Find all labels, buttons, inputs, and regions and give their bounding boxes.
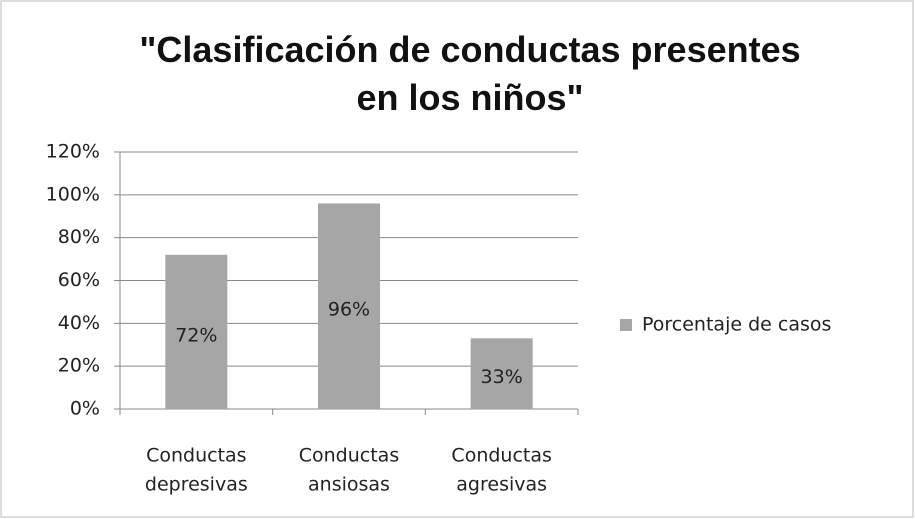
bar bbox=[470, 338, 533, 409]
y-tick-label: 120% bbox=[46, 141, 100, 163]
data-label: 33% bbox=[481, 366, 523, 388]
y-tick-label: 40% bbox=[58, 312, 100, 334]
x-tick-label: Conductas agresivas bbox=[451, 444, 551, 495]
y-tick-label: 20% bbox=[58, 355, 100, 377]
chart-title: "Clasificación de conductas presentes en … bbox=[139, 29, 800, 118]
bar bbox=[165, 254, 228, 409]
y-tick-label: 80% bbox=[58, 226, 100, 248]
y-tick-label: 0% bbox=[70, 398, 100, 420]
y-tick-label: 60% bbox=[58, 269, 100, 291]
bar bbox=[318, 203, 380, 409]
x-tick-label: Conductas depresivas bbox=[145, 444, 248, 495]
data-label: 96% bbox=[328, 299, 370, 321]
y-tick-label: 100% bbox=[46, 183, 100, 205]
legend-swatch bbox=[620, 319, 632, 331]
data-label: 72% bbox=[175, 324, 217, 346]
legend-label: Porcentaje de casos bbox=[642, 314, 831, 336]
x-tick-label: Conductas ansiosas bbox=[299, 444, 399, 495]
